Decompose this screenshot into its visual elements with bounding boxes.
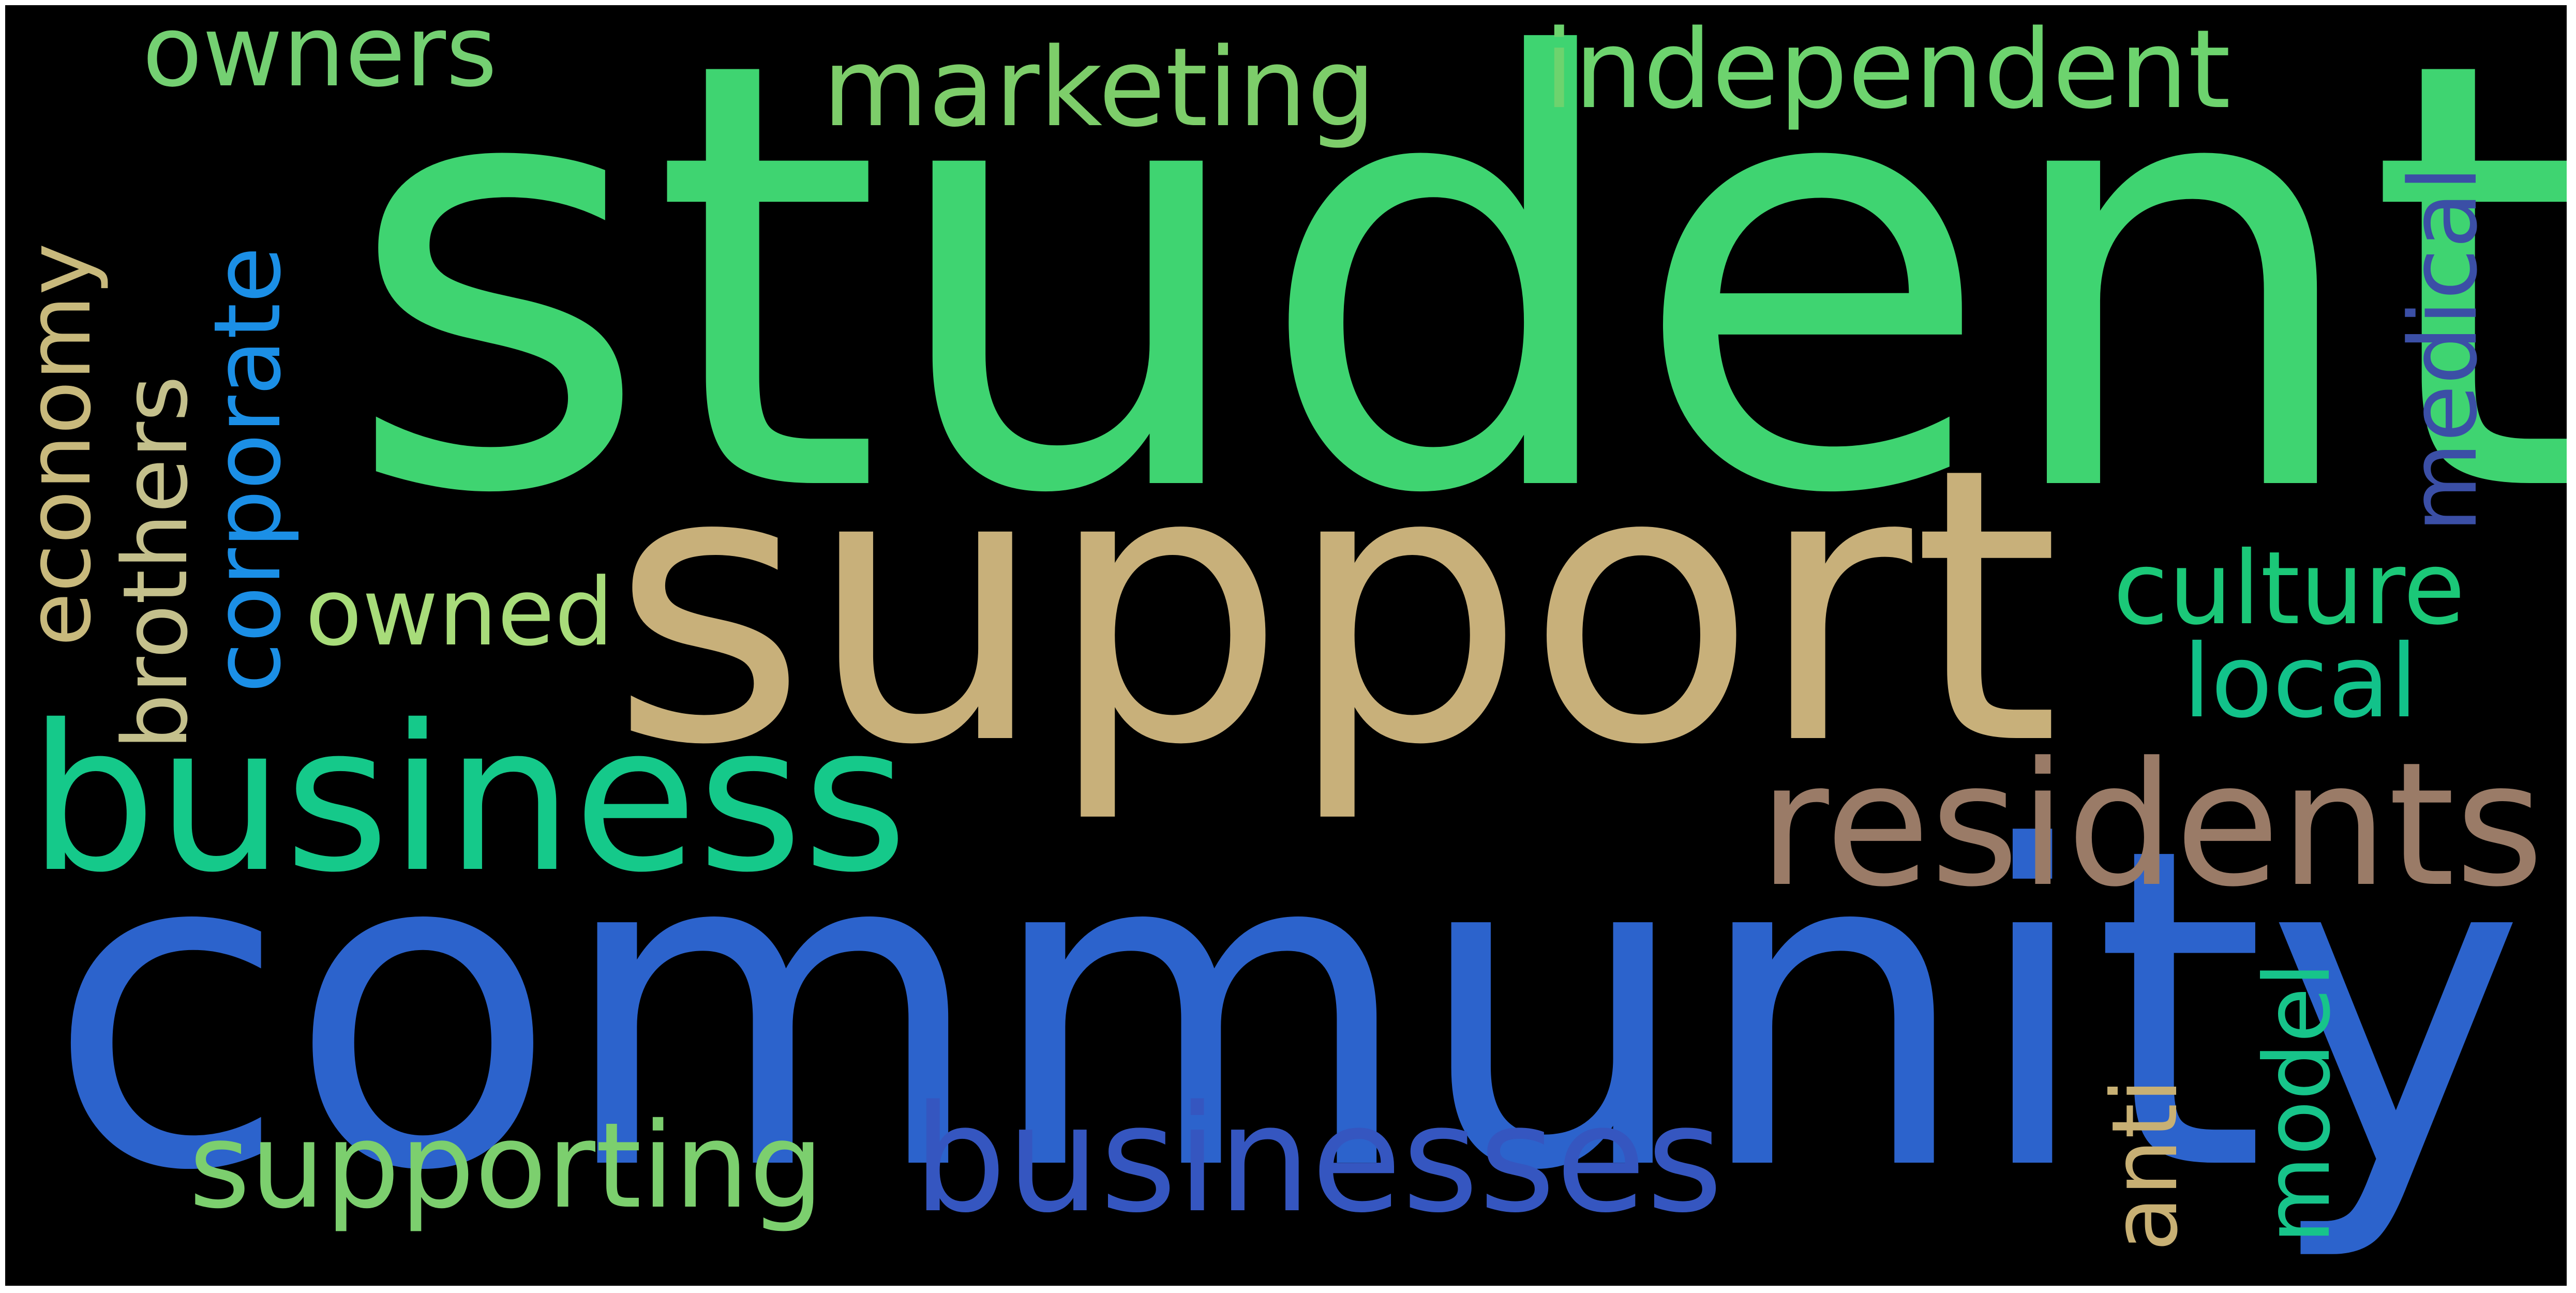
word-medical: medical [2390,166,2498,533]
word-anti: anti [2093,1078,2198,1252]
word-supporting: supporting [189,1097,824,1235]
word-marketing: marketing [822,24,1376,151]
word-culture: culture [2113,530,2465,647]
word-independent: independent [1544,6,2231,133]
word-community: community [47,755,2526,1267]
word-economy: economy [8,243,111,646]
word-business: business [28,682,908,916]
word-model: model [2245,962,2350,1244]
word-owners: owners [142,5,498,109]
word-residents: residents [1759,726,2544,924]
word-owned: owned [305,559,614,667]
word-cloud: student support community business resid… [5,5,2567,1286]
word-local: local [2183,623,2418,740]
word-businesses: businesses [913,1074,1723,1245]
word-student: student [344,5,2567,622]
word-corporate: corporate [194,246,301,693]
word-brothers: brothers [103,375,207,750]
word-support: support [610,388,2060,828]
